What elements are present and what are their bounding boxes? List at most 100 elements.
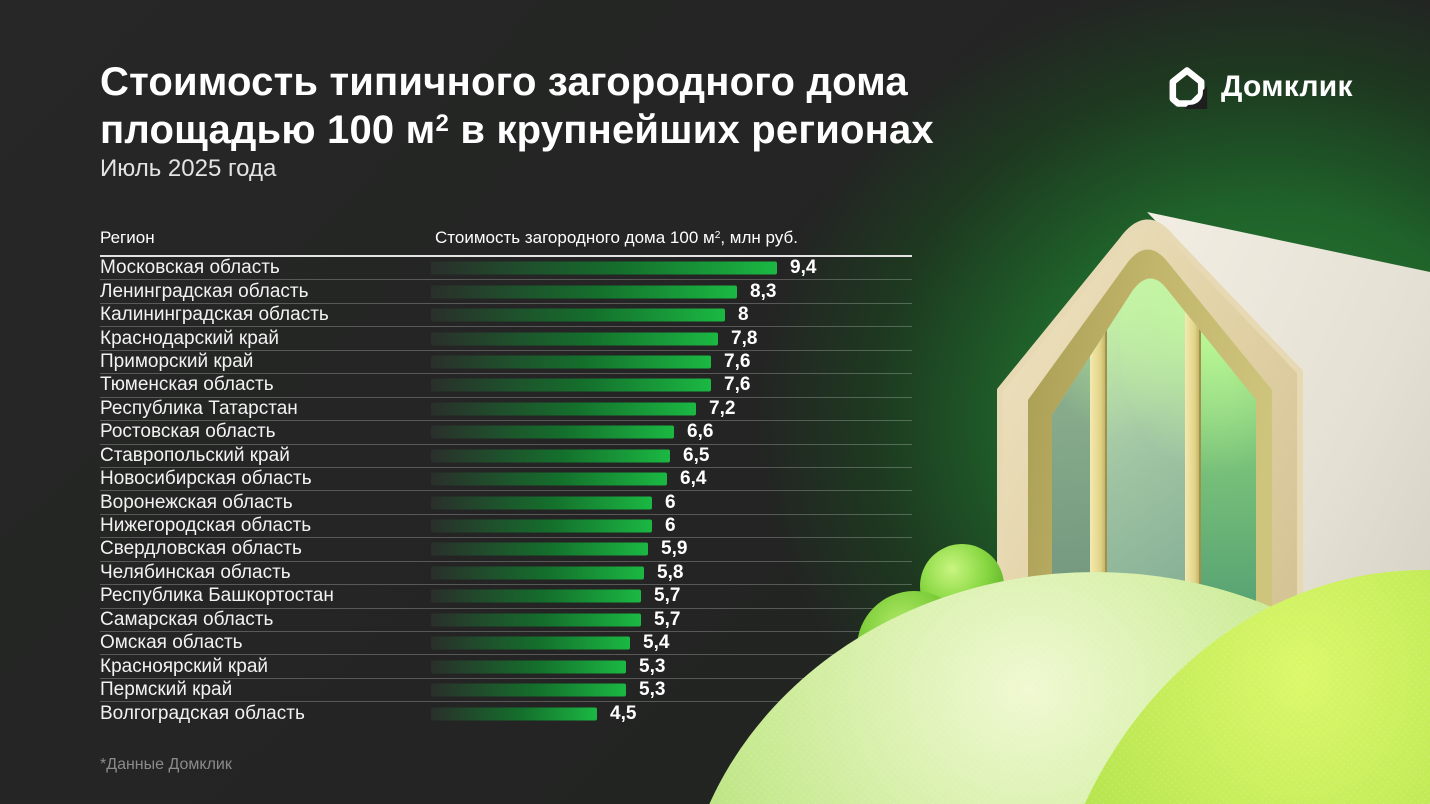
region-label: Калининградская область [100, 304, 329, 326]
table-row: Омская область 5,4 [100, 632, 912, 656]
table-row: Калининградская область 8 [100, 304, 912, 328]
table-row: Волгоградская область 4,5 [100, 702, 912, 725]
value-bar [431, 683, 626, 697]
value-bar [431, 707, 597, 721]
table-row: Республика Башкортостан 5,7 [100, 585, 912, 609]
superscript-2: 2 [435, 110, 450, 137]
value-bar [431, 378, 711, 392]
table-row: Ставропольский край 6,5 [100, 445, 912, 468]
value-bar [431, 285, 737, 299]
value-label: 9,4 [790, 257, 817, 279]
brand-logo: Домклик [1164, 64, 1353, 110]
domclick-house-icon [1169, 67, 1208, 110]
region-label: Ростовская область [100, 421, 276, 443]
value-label: 5,3 [639, 655, 666, 677]
table-row: Пермский край 5,3 [100, 679, 912, 703]
bar-chart-table: Регион Стоимость загородного дома 100 м2… [100, 224, 912, 726]
value-label: 8,3 [750, 280, 777, 302]
bush-sphere [920, 544, 1004, 628]
region-label: Приморский край [100, 350, 254, 372]
page-subtitle: Июль 2025 года [100, 155, 277, 182]
table-row: Нижегородская область 6 [100, 515, 912, 539]
value-bar [431, 402, 696, 416]
region-label: Челябинская область [100, 561, 291, 583]
value-bar [431, 355, 711, 369]
value-bar [431, 519, 652, 533]
table-row: Республика Татарстан 7,2 [100, 397, 912, 422]
value-bar [431, 589, 641, 603]
value-bar [431, 332, 718, 346]
value-bar [431, 660, 626, 674]
value-label: 4,5 [610, 703, 637, 725]
superscript-2: 2 [714, 229, 721, 241]
value-label: 7,6 [724, 350, 751, 372]
table-rows: Московская область 9,4 Ленинградская облас… [100, 257, 912, 726]
value-bar [431, 496, 652, 510]
value-bar [431, 425, 674, 439]
value-bar [431, 636, 630, 650]
house-side-face [1147, 212, 1430, 804]
region-label: Красноярский край [100, 655, 268, 677]
value-label: 5,4 [643, 632, 670, 654]
region-label: Ставропольский край [100, 444, 290, 466]
bush-sphere [974, 598, 1042, 666]
column-header-region: Регион [100, 228, 155, 247]
value-bar [431, 449, 670, 463]
value-bar [431, 613, 641, 627]
region-label: Московская область [100, 257, 280, 279]
table-row: Самарская область 5,7 [100, 609, 912, 632]
house-front-frame [997, 219, 1303, 804]
value-label: 6 [665, 491, 676, 513]
value-label: 7,6 [724, 374, 751, 396]
value-label: 5,8 [657, 561, 684, 583]
value-label: 7,2 [709, 397, 736, 419]
title-line-2: площадью 100 м2 в крупнейших регионах [100, 108, 934, 152]
hill-right [1084, 570, 1430, 804]
value-label: 6 [665, 515, 676, 537]
region-label: Новосибирская область [100, 468, 312, 490]
region-label: Омская область [100, 632, 243, 654]
region-label: Ленинградская область [100, 280, 309, 302]
table-row: Тюменская область 7,6 [100, 374, 912, 398]
region-label: Краснодарский край [100, 327, 279, 349]
house-glass [1052, 278, 1256, 804]
value-bar [431, 261, 777, 275]
value-bar [431, 472, 667, 486]
value-label: 8 [738, 304, 749, 326]
value-bar [431, 308, 725, 322]
data-source-footnote: *Данные Домклик [100, 756, 232, 773]
table-row: Ленинградская область 8,3 [100, 280, 912, 304]
region-label: Нижегородская область [100, 515, 312, 537]
table-row: Новосибирская область 6,4 [100, 468, 912, 492]
value-label: 7,8 [731, 327, 758, 349]
region-label: Тюменская область [100, 374, 274, 396]
value-bar [431, 566, 644, 580]
value-label: 5,9 [661, 538, 688, 560]
table-row: Краснодарский край 7,8 [100, 327, 912, 351]
region-label: Республика Башкортостан [100, 585, 334, 607]
value-label: 5,7 [654, 585, 681, 607]
page-title: Стоимость типичного загородного дома пло… [100, 58, 934, 160]
region-label: Республика Татарстан [100, 397, 298, 419]
table-header: Регион Стоимость загородного дома 100 м2… [100, 224, 912, 257]
title-line-1: Стоимость типичного загородного дома [100, 60, 908, 104]
region-label: Самарская область [100, 608, 274, 630]
table-row: Челябинская область 5,8 [100, 561, 912, 586]
region-label: Свердловская область [100, 538, 302, 560]
region-label: Воронежская область [100, 491, 293, 513]
table-row: Приморский край 7,6 [100, 350, 912, 375]
brand-logo-text: Домклик [1221, 70, 1353, 103]
table-row: Московская область 9,4 [100, 257, 912, 281]
value-label: 6,5 [683, 444, 710, 466]
table-row: Воронежская область 6 [100, 491, 912, 515]
value-bar [431, 542, 648, 556]
bush-sphere [934, 622, 1030, 718]
house-frame-bevel [1028, 249, 1272, 804]
table-row: Красноярский край 5,3 [100, 655, 912, 679]
value-label: 6,4 [680, 468, 707, 490]
table-row: Свердловская область 5,9 [100, 538, 912, 562]
value-label: 6,6 [687, 421, 714, 443]
table-row: Ростовская область 6,6 [100, 421, 912, 445]
value-label: 5,7 [654, 608, 681, 630]
